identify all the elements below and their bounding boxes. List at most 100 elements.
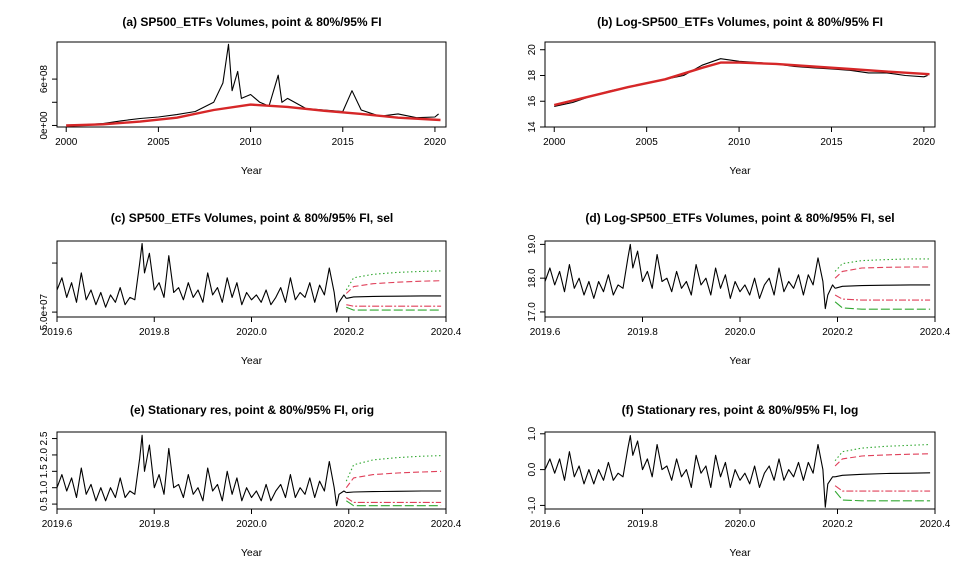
x-axis-label: Year <box>241 547 263 559</box>
y-tick-label: 19.0 <box>527 234 538 254</box>
x-tick-label: 2020.0 <box>236 327 267 338</box>
plot-frame <box>544 431 936 510</box>
plot-frame <box>56 41 447 128</box>
series-80-lower <box>834 294 931 301</box>
y-tick-label: 0.5 <box>39 497 50 511</box>
x-tick-label: 2015 <box>332 137 355 148</box>
x-axis-label: Year <box>729 547 751 559</box>
series-80-lower <box>345 497 442 503</box>
series-observed <box>66 43 439 126</box>
x-tick-label: 2020.2 <box>333 519 364 530</box>
series-80-upper <box>834 266 931 279</box>
y-tick-label: 1.5 <box>39 464 50 478</box>
x-tick-label: 2019.8 <box>139 519 170 530</box>
panel-title: (e) Stationary res, point & 80%/95% FI, … <box>130 403 374 417</box>
series-observed <box>545 435 836 508</box>
x-tick-label: 2000 <box>543 137 566 148</box>
y-tick-label: 0.0 <box>527 462 538 476</box>
series-95-upper <box>834 443 931 462</box>
panel-title: (d) Log-SP500_ETFs Volumes, point & 80%/… <box>585 211 894 225</box>
series-observed <box>554 58 928 107</box>
x-tick-label: 2010 <box>239 137 262 148</box>
y-tick-label: 18 <box>527 69 538 81</box>
x-tick-label: 2019.6 <box>42 519 73 530</box>
x-tick-label: 2005 <box>147 137 170 148</box>
x-tick-label: 2020 <box>913 137 936 148</box>
plot-frame <box>56 240 447 318</box>
x-tick-label: 2020.4 <box>920 519 951 530</box>
x-axis-label: Year <box>241 355 263 367</box>
x-tick-label: 2019.6 <box>530 327 561 338</box>
series-point-forecast <box>834 284 931 289</box>
x-tick-label: 2019.8 <box>627 519 658 530</box>
series-80-upper <box>834 453 931 467</box>
y-tick-label: 14 <box>527 121 538 133</box>
plot-frame <box>544 240 936 318</box>
x-tick-label: 2019.6 <box>530 519 561 530</box>
y-tick-label: 1.0 <box>527 426 538 440</box>
series-95-lower <box>346 306 442 311</box>
series-group <box>553 58 930 107</box>
series-group <box>545 243 931 310</box>
x-tick-label: 2020.2 <box>822 327 853 338</box>
x-tick-label: 2020.0 <box>725 519 756 530</box>
series-point-forecast <box>346 295 442 299</box>
x-tick-label: 2020.2 <box>333 327 364 338</box>
y-tick-label: 1.0 <box>39 480 50 494</box>
y-tick-label: 2.0 <box>39 448 50 462</box>
series-80-lower <box>346 304 442 307</box>
x-tick-label: 2005 <box>636 137 659 148</box>
panel-title: (b) Log-SP500_ETFs Volumes, point & 80%/… <box>597 15 883 29</box>
panel-d: (d) Log-SP500_ETFs Volumes, point & 80%/… <box>527 211 951 367</box>
panel-title: (c) SP500_ETFs Volumes, point & 80%/95% … <box>111 211 394 225</box>
x-tick-label: 2010 <box>728 137 751 148</box>
y-tick-label: 16 <box>527 95 538 107</box>
y-tick-label: 20 <box>527 44 538 56</box>
panel-title: (f) Stationary res, point & 80%/95% FI, … <box>622 403 859 417</box>
series-trend <box>553 61 930 107</box>
y-tick-label: 5.0e+07 <box>39 293 50 330</box>
series-80-upper <box>345 470 442 489</box>
series-group <box>57 434 442 507</box>
series-point-forecast <box>834 472 931 478</box>
y-tick-label: 2.5 <box>39 431 50 445</box>
x-tick-label: 2019.6 <box>42 327 73 338</box>
series-95-upper <box>345 270 442 291</box>
x-tick-label: 2020 <box>424 137 447 148</box>
series-point-forecast <box>346 490 442 494</box>
x-tick-label: 2000 <box>55 137 78 148</box>
series-observed <box>57 434 347 507</box>
series-observed <box>545 243 836 310</box>
series-group <box>66 43 441 127</box>
series-group <box>57 242 442 313</box>
panel-b: (b) Log-SP500_ETFs Volumes, point & 80%/… <box>527 15 936 177</box>
x-tick-label: 2015 <box>820 137 843 148</box>
y-tick-label: 18.0 <box>527 268 538 288</box>
x-axis-label: Year <box>729 165 751 177</box>
x-tick-label: 2020.4 <box>920 327 951 338</box>
x-tick-label: 2020.4 <box>431 327 462 338</box>
x-tick-label: 2020.0 <box>236 519 267 530</box>
panel-e: (e) Stationary res, point & 80%/95% FI, … <box>39 403 462 559</box>
series-95-lower <box>834 301 931 310</box>
x-axis-label: Year <box>241 165 263 177</box>
series-group <box>545 435 931 508</box>
plot-frame <box>544 41 936 128</box>
panel-title: (a) SP500_ETFs Volumes, point & 80%/95% … <box>122 15 381 29</box>
series-95-lower <box>834 490 931 502</box>
y-tick-label: -1.0 <box>527 496 538 514</box>
x-tick-label: 2019.8 <box>139 327 170 338</box>
y-tick-label: 17.0 <box>527 302 538 322</box>
y-tick-label: 0e+00 <box>39 111 50 140</box>
x-tick-label: 2019.8 <box>627 327 658 338</box>
series-trend <box>66 103 441 127</box>
series-95-lower <box>345 500 442 507</box>
y-tick-label: 6e+08 <box>39 65 50 94</box>
panel-a: (a) SP500_ETFs Volumes, point & 80%/95% … <box>39 15 447 177</box>
series-80-lower <box>834 485 931 492</box>
series-80-upper <box>345 280 442 294</box>
x-axis-label: Year <box>729 355 751 367</box>
x-tick-label: 2020.0 <box>725 327 756 338</box>
series-observed <box>57 242 347 313</box>
